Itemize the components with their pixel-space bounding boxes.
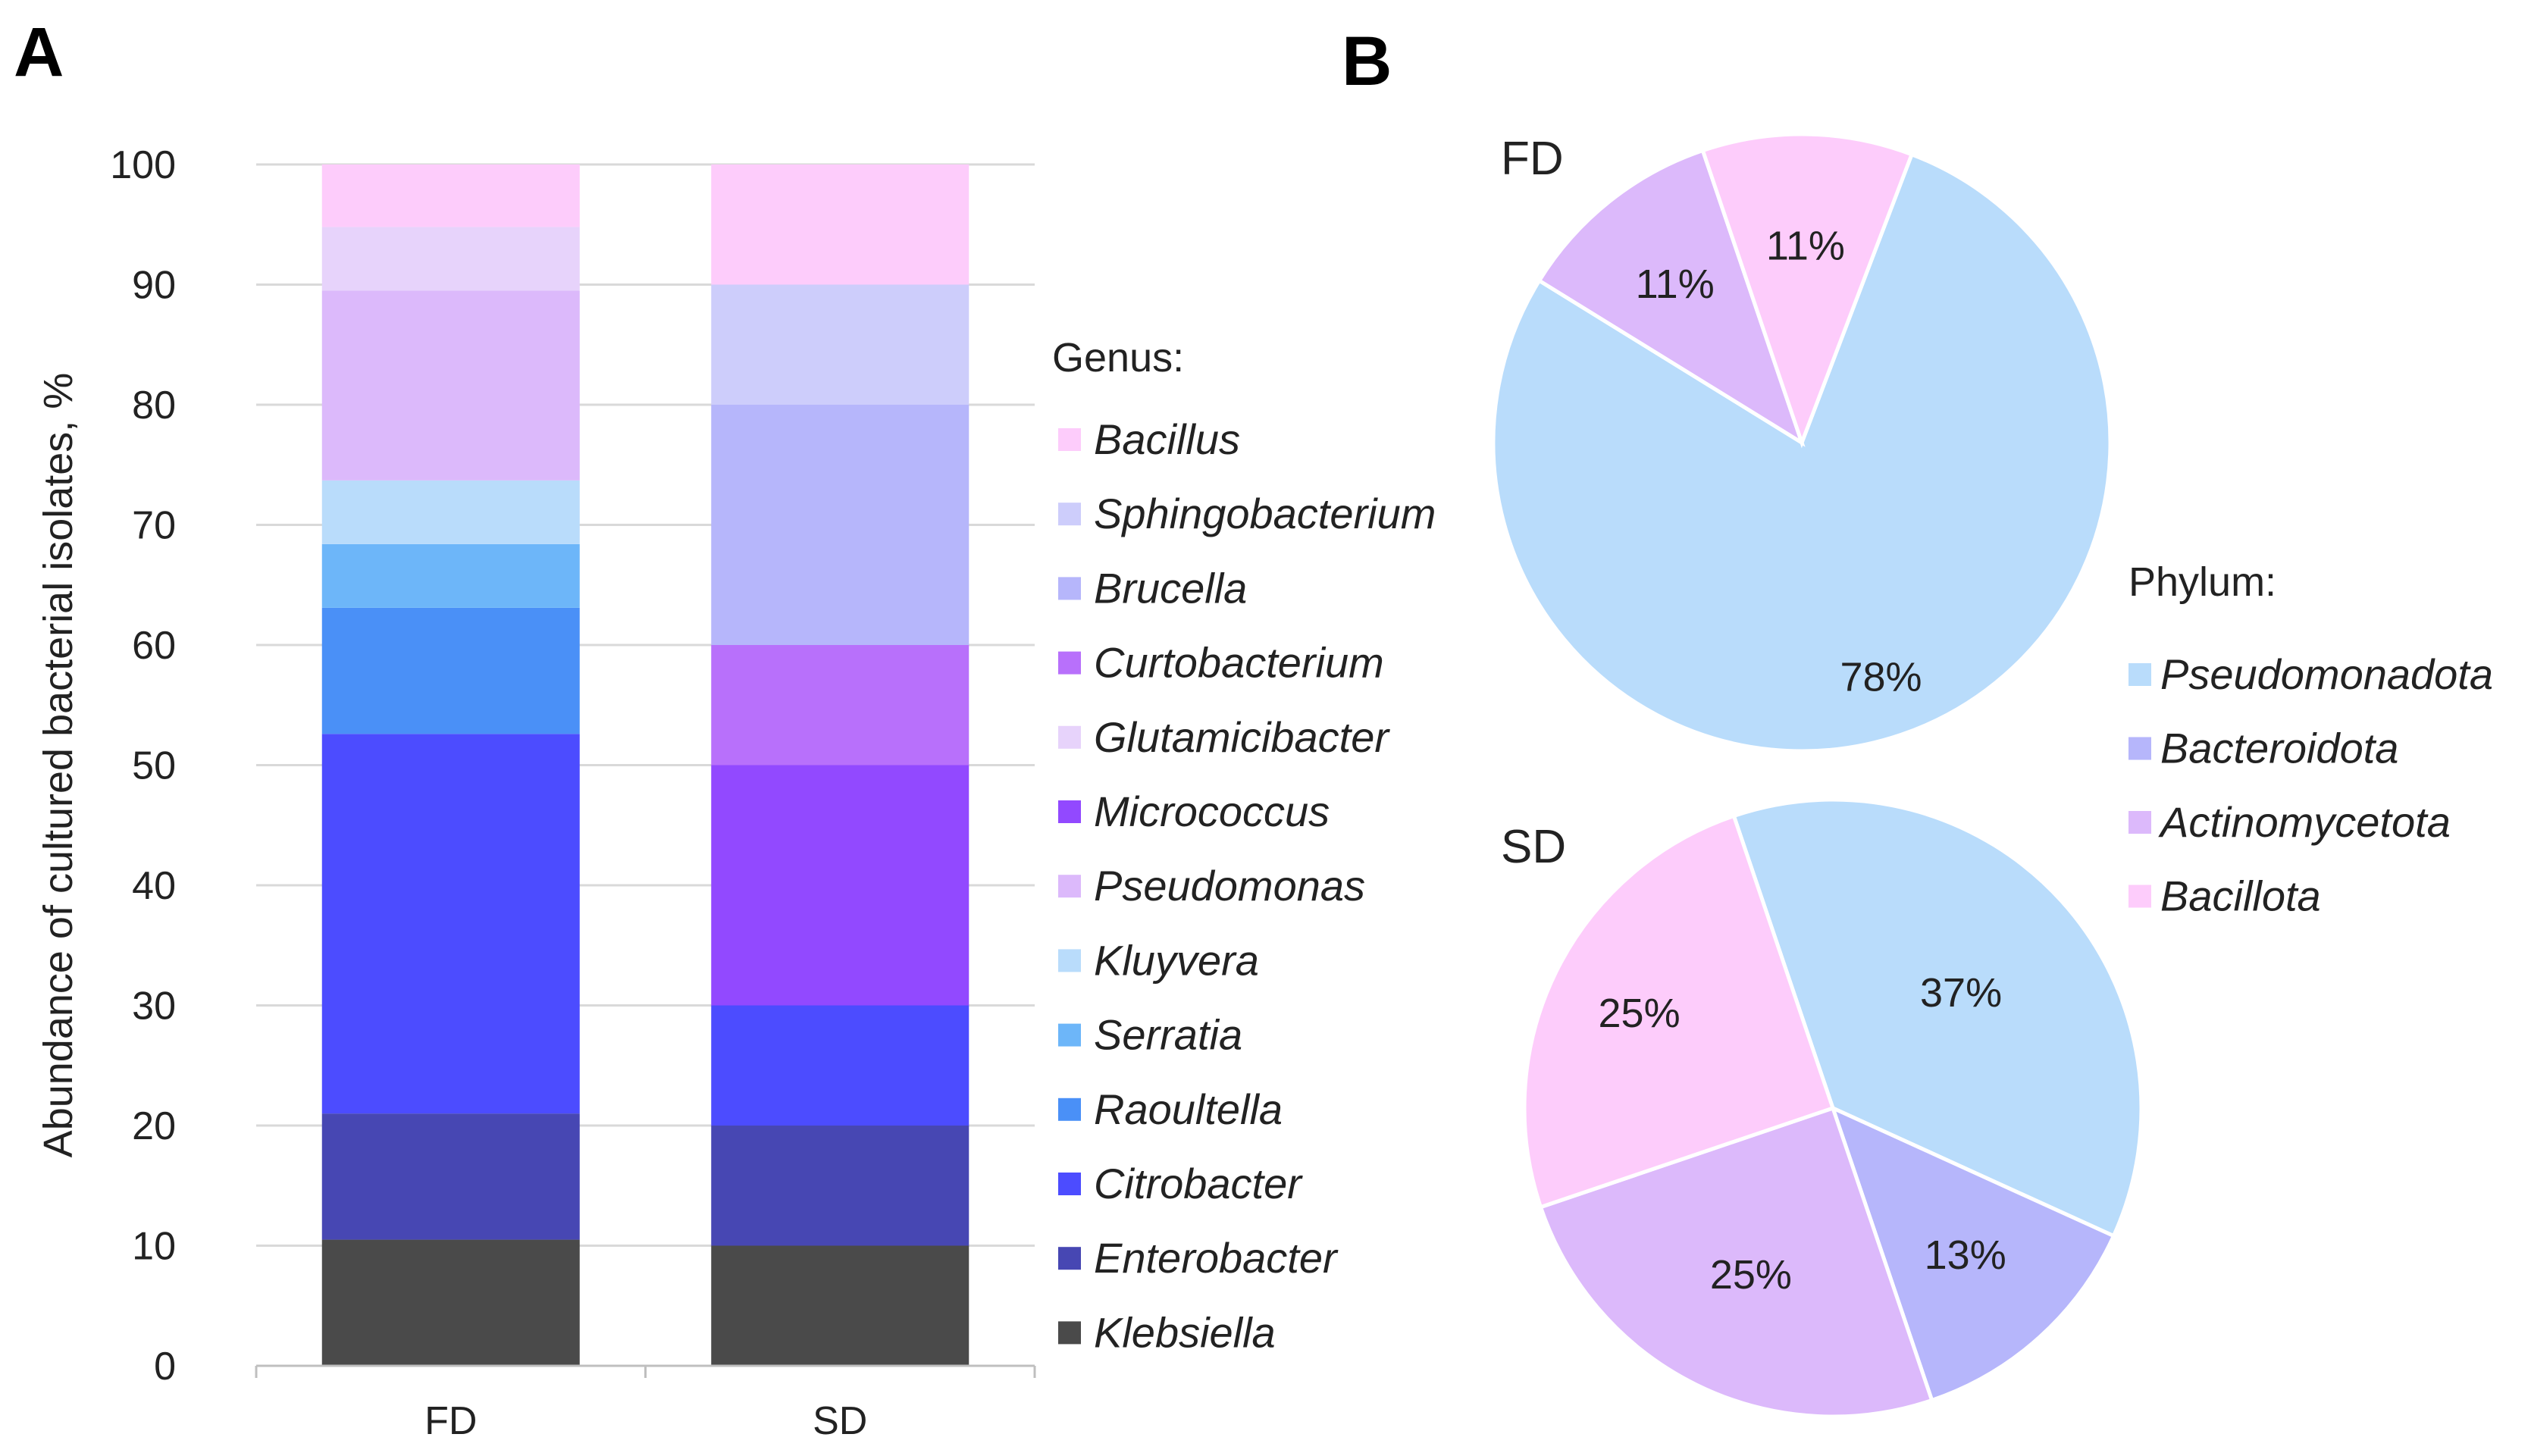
legend-label-micrococcus: Micrococcus [1094, 787, 1330, 835]
y-tick-label: 0 [154, 1345, 176, 1389]
legend-swatch-kluyvera [1058, 949, 1081, 972]
y-tick-label: 30 [132, 985, 176, 1029]
bar-segment-fd-pseudomonas [321, 290, 580, 481]
genus-legend-title: Genus: [1052, 335, 1184, 380]
pie-label-actinomycetota: 25% [1710, 1252, 1792, 1298]
panel-label-a: A [14, 14, 64, 91]
legend-label-raoultella: Raoultella [1094, 1085, 1283, 1133]
phylum-swatch-pseudomonadota [2128, 663, 2151, 686]
phylum-label-bacillota: Bacillota [2160, 872, 2321, 920]
bar-segment-sd-curtobacterium [711, 645, 969, 766]
y-tick-label: 50 [132, 744, 176, 788]
legend-swatch-bacillus [1058, 428, 1081, 451]
pie-label-actinomycetota: 11% [1636, 261, 1715, 307]
phylum-swatch-bacteroidota [2128, 737, 2151, 760]
legend-label-kluyvera: Kluyvera [1094, 936, 1259, 984]
legend-label-bacillus: Bacillus [1094, 415, 1240, 463]
phylum-legend: Pseudomonadota Bacteroidota Actinomycetota… [2128, 650, 2493, 920]
phylum-legend-title: Phylum: [2128, 559, 2276, 605]
legend-label-serratia: Serratia [1094, 1011, 1242, 1059]
y-tick-label: 100 [110, 143, 176, 187]
legend-swatch-pseudomonas [1058, 875, 1081, 898]
pie-label-pseudomonadota: 78% [1840, 654, 1922, 700]
bar-segment-fd-kluyvera [321, 480, 580, 544]
stacked-bar-chart: 0 10 20 30 40 50 60 70 80 90 100 Abundance of cult… [36, 143, 1436, 1443]
y-tick-label: 20 [132, 1104, 176, 1148]
legend-swatch-raoultella [1058, 1097, 1081, 1121]
pie-slice-bacteroidota [1829, 1104, 2116, 1403]
legend-swatch-enterobacter [1058, 1247, 1081, 1270]
legend-label-sphingobacterium: Sphingobacterium [1094, 490, 1436, 537]
legend-swatch-klebsiella [1058, 1321, 1081, 1345]
bar-segment-sd-klebsiella [711, 1245, 969, 1366]
legend-label-pseudomonas: Pseudomonas [1094, 862, 1365, 910]
pie-label-bacillota: 25% [1599, 991, 1681, 1036]
y-axis-title: Abundance of cultured bacterial isolates… [36, 373, 81, 1158]
legend-label-curtobacterium: Curtobacterium [1094, 639, 1384, 687]
bar-segment-fd-citrobacter [321, 734, 580, 1114]
bar-segment-sd-citrobacter [711, 1005, 969, 1126]
bar-segment-fd-glutamicibacter [321, 227, 580, 291]
bar-segment-fd-enterobacter [321, 1113, 580, 1240]
bar-segment-sd-bacillus [711, 164, 969, 285]
bar-segment-sd-micrococcus [711, 765, 969, 1006]
pie-label-pseudomonadota: 37% [1920, 970, 2002, 1016]
y-tick-label: 60 [132, 624, 176, 668]
pie-title-fd: FD [1501, 133, 1564, 185]
legend-swatch-brucella [1058, 577, 1081, 600]
legend-label-brucella: Brucella [1094, 564, 1247, 612]
phylum-label-bacteroidota: Bacteroidota [2160, 725, 2398, 772]
phylum-swatch-actinomycetota [2128, 811, 2151, 834]
legend-label-klebsiella: Klebsiella [1094, 1308, 1276, 1356]
y-tick-label: 10 [132, 1225, 176, 1269]
legend-swatch-curtobacterium [1058, 651, 1081, 675]
pie-chart-sd: SD 37% 13% 25% 25% [1501, 797, 2144, 1419]
y-tick-label: 40 [132, 864, 176, 908]
bar-segment-sd-brucella [711, 405, 969, 645]
pie-slice-pseudomonadota [1491, 152, 2113, 753]
legend-swatch-sphingobacterium [1058, 503, 1081, 526]
y-tick-label: 90 [132, 264, 176, 308]
bar-segment-fd-raoultella [321, 607, 580, 734]
pie-slice-bacillota [1522, 813, 1836, 1210]
pie-slice-pseudomonadota [1731, 797, 2144, 1238]
y-tick-label: 70 [132, 504, 176, 548]
pie-slice-actinomycetota [1538, 1105, 1934, 1419]
legend-swatch-glutamicibacter [1058, 725, 1081, 749]
pie-title-sd: SD [1501, 821, 1566, 873]
bar-segment-fd-bacillus [321, 164, 580, 227]
panel-label-b: B [1342, 23, 1392, 100]
legend-label-glutamicibacter: Glutamicibacter [1094, 713, 1390, 761]
x-tick-label-sd: SD [813, 1399, 867, 1443]
phylum-swatch-bacillota [2128, 885, 2151, 908]
legend-label-enterobacter: Enterobacter [1094, 1234, 1339, 1282]
legend-swatch-serratia [1058, 1023, 1081, 1047]
phylum-label-pseudomonadota: Pseudomonadota [2160, 650, 2493, 698]
legend-swatch-citrobacter [1058, 1173, 1081, 1195]
bar-segment-fd-serratia [321, 543, 580, 608]
legend-swatch-micrococcus [1058, 800, 1081, 823]
x-tick-label-fd: FD [424, 1399, 477, 1443]
pie-label-bacteroidota: 13% [1925, 1232, 2006, 1278]
bar-segment-sd-enterobacter [711, 1126, 969, 1246]
bars [321, 164, 969, 1366]
bar-segment-fd-klebsiella [321, 1239, 580, 1366]
y-axis-ticks: 0 10 20 30 40 50 60 70 80 90 100 [110, 143, 176, 1389]
pie-chart-fd: FD 78% 11% 11% [1491, 132, 2113, 753]
y-tick-label: 80 [132, 384, 176, 427]
x-axis: FD SD [255, 1364, 1036, 1443]
pie-slice-bacillota [1700, 132, 1915, 449]
bar-segment-sd-sphingobacterium [711, 284, 969, 405]
pie-label-bacillota: 11% [1766, 224, 1845, 269]
genus-legend: Bacillus Sphingobacterium Brucella Curtobac… [1058, 415, 1436, 1356]
pie-slice-actinomycetota [1536, 148, 1806, 447]
legend-label-citrobacter: Citrobacter [1094, 1160, 1303, 1207]
phylum-label-actinomycetota: Actinomycetota [2158, 798, 2451, 846]
